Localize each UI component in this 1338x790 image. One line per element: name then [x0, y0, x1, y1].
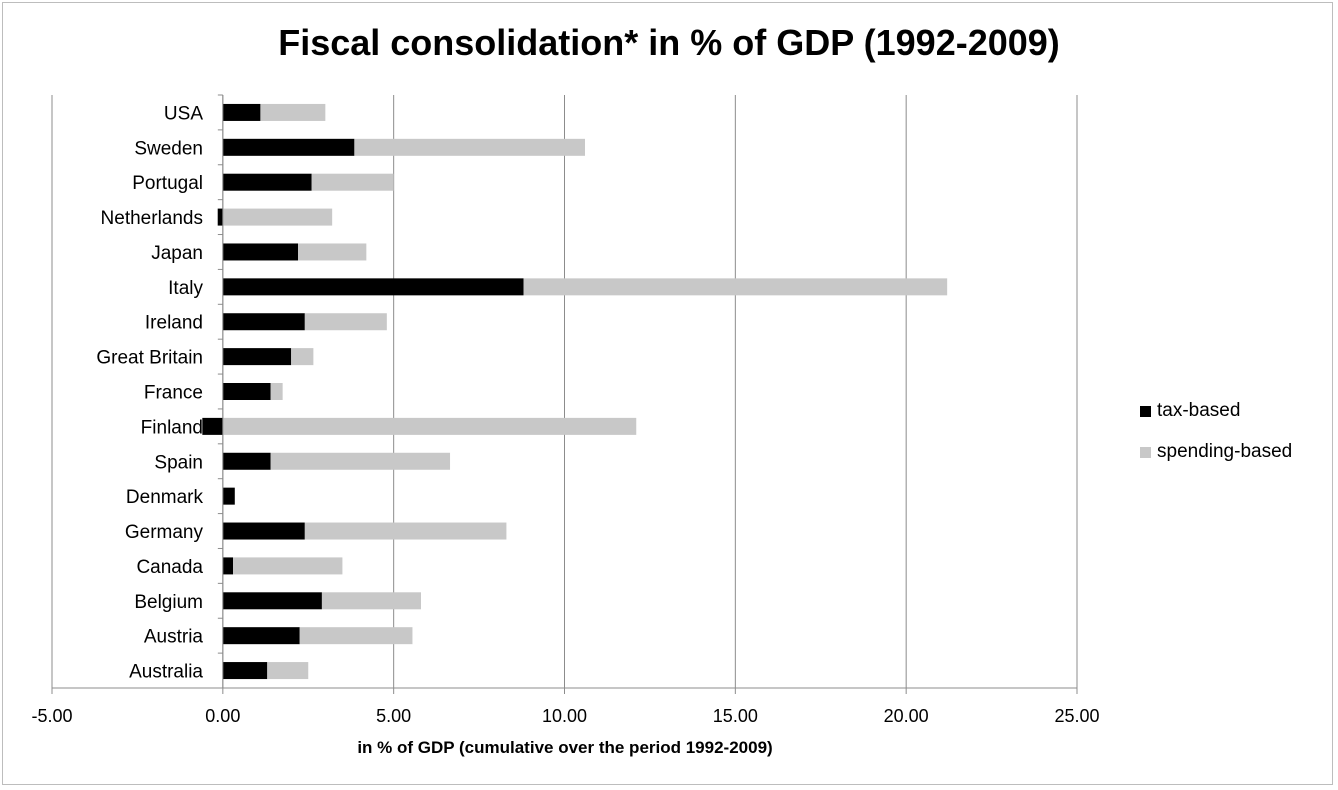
y-tick-label: Spain [154, 452, 203, 473]
legend-swatch-spending-based [1140, 446, 1151, 458]
bar-spending-based-sweden [354, 138, 585, 156]
bar-tax-based-great-britain [222, 348, 292, 366]
bar-spending-based-germany [304, 522, 507, 540]
y-tick-label: Australia [129, 662, 203, 683]
y-tick-label: Finland [141, 417, 203, 438]
bar-tax-based-ireland [222, 313, 305, 331]
bar-tax-based-portugal [222, 173, 312, 191]
bar-spending-based-finland [222, 417, 637, 435]
y-tick-label: Ireland [145, 313, 203, 334]
bar-tax-based-sweden [222, 138, 355, 156]
bar-spending-based-belgium [321, 592, 421, 610]
legend-swatch-tax-based [1140, 405, 1151, 417]
bar-tax-based-australia [222, 662, 268, 680]
y-tick-label: Japan [151, 243, 203, 264]
x-tick-label: -5.00 [31, 706, 72, 726]
bar-spending-based-netherlands [222, 208, 333, 226]
bar-spending-based-spain [270, 452, 451, 470]
bar-spending-based-canada [233, 557, 343, 575]
y-tick-label: Canada [136, 557, 203, 578]
y-tick-label: Portugal [132, 173, 203, 194]
bar-spending-based-ireland [304, 313, 387, 331]
y-tick-label: Netherlands [101, 208, 203, 229]
bar-spending-based-great-britain [291, 348, 314, 366]
bar-tax-based-austria [222, 627, 300, 645]
x-tick-label: 10.00 [542, 706, 587, 726]
bar-tax-based-germany [222, 522, 305, 540]
bar-tax-based-usa [222, 103, 261, 121]
y-tick-label: USA [164, 103, 203, 124]
y-tick-label: Italy [168, 278, 203, 299]
bar-spending-based-austria [299, 627, 413, 645]
bar-tax-based-italy [222, 278, 524, 296]
y-tick-label: Germany [125, 522, 204, 543]
x-axis-label: in % of GDP (cumulative over the period … [357, 738, 773, 757]
bar-tax-based-japan [222, 243, 298, 261]
x-tick-label: 15.00 [713, 706, 758, 726]
legend-item-tax-based: tax-based [1140, 398, 1292, 424]
bar-spending-based-japan [298, 243, 367, 261]
y-tick-label: Denmark [126, 487, 204, 508]
legend-label-tax-based: tax-based [1157, 400, 1241, 421]
chart-title: Fiscal consolidation* in % of GDP (1992-… [278, 22, 1060, 63]
bar-tax-based-denmark [222, 487, 235, 505]
bar-spending-based-usa [260, 103, 326, 121]
bar-tax-based-spain [222, 452, 271, 470]
bar-spending-based-australia [267, 662, 309, 680]
x-tick-label: 0.00 [205, 706, 240, 726]
bar-tax-based-finland [202, 417, 223, 435]
legend-label-spending-based: spending-based [1157, 441, 1293, 462]
y-tick-label: Great Britain [96, 348, 203, 369]
bar-tax-based-canada [222, 557, 234, 575]
y-tick-label: Belgium [134, 592, 203, 613]
bar-spending-based-italy [523, 278, 948, 296]
y-tick-label: France [144, 383, 203, 404]
x-tick-label: 5.00 [376, 706, 411, 726]
bar-spending-based-france [270, 383, 283, 400]
bar-spending-based-portugal [311, 173, 394, 191]
legend-item-spending-based: spending-based [1140, 439, 1292, 465]
y-tick-label: Austria [144, 627, 204, 648]
x-tick-label: 20.00 [884, 706, 929, 726]
bar-tax-based-france [222, 383, 271, 400]
bar-tax-based-belgium [222, 592, 322, 610]
x-tick-label: 25.00 [1054, 706, 1099, 726]
y-tick-label: Sweden [134, 138, 203, 159]
legend: tax-based spending-based [1140, 398, 1292, 480]
bar-tax-based-netherlands [217, 208, 223, 226]
